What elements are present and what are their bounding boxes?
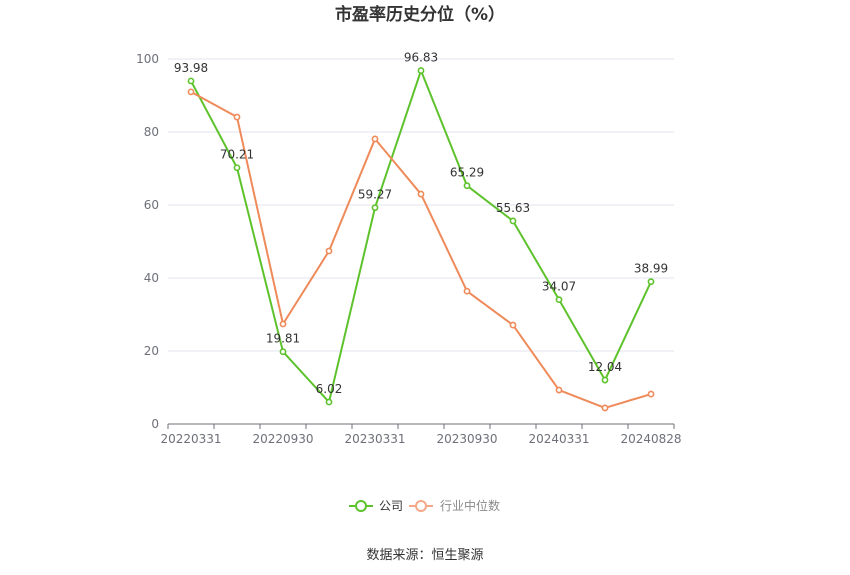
y-tick-label: 80: [144, 125, 159, 139]
series-0-point[interactable]: [279, 348, 287, 356]
series-1-point[interactable]: [509, 321, 517, 329]
series-1-point[interactable]: [647, 390, 655, 398]
y-tick-label: 0: [151, 417, 159, 431]
series-0-point[interactable]: [233, 164, 241, 172]
series-layer: [187, 67, 655, 412]
series-0-point[interactable]: [325, 398, 333, 406]
legend-circle-icon: [355, 500, 367, 512]
series-1-point[interactable]: [279, 320, 287, 328]
series-0-data-label: 96.83: [404, 51, 438, 65]
y-tick-label: 40: [144, 271, 159, 285]
y-tick-label: 20: [144, 344, 159, 358]
y-tick-label: 100: [136, 52, 159, 66]
series-0-data-label: 12.04: [588, 360, 622, 374]
chart-title: 市盈率历史分位（%）: [335, 4, 505, 25]
series-0-data-label: 55.63: [496, 201, 530, 215]
series-0-point[interactable]: [555, 296, 563, 304]
x-tick-label: 20220930: [252, 432, 313, 446]
legend-circle-icon: [415, 500, 427, 512]
data-source-note: 数据来源：恒生聚源: [366, 548, 483, 563]
series-0-data-label: 93.98: [174, 61, 208, 75]
legend: 公司 行业中位数: [349, 498, 500, 513]
y-tick-label: 60: [144, 198, 159, 212]
grid-lines: [168, 58, 674, 352]
legend-label-industry-median: 行业中位数: [440, 498, 500, 513]
series-line-1: [190, 90, 652, 409]
legend-item-company[interactable]: 公司: [349, 499, 403, 513]
series-1-point[interactable]: [417, 190, 425, 198]
x-tick-label: 20240331: [528, 432, 589, 446]
data-labels: 93.98 70.21 19.81 6.02 59.27 96.83 65.29 55.63 3…: [174, 51, 668, 396]
x-tick-label: 20240828: [620, 432, 681, 446]
series-1-point[interactable]: [463, 287, 471, 295]
x-tick-label: 20220331: [160, 432, 221, 446]
series-0-data-label: 19.81: [266, 332, 300, 346]
x-tick-label: 20230930: [436, 432, 497, 446]
series-1-point[interactable]: [371, 135, 379, 143]
legend-label-company: 公司: [379, 499, 403, 513]
series-line-0: [190, 69, 652, 404]
series-1-point[interactable]: [555, 386, 563, 394]
series-0-data-label: 70.21: [220, 148, 254, 162]
series-1-point[interactable]: [233, 113, 241, 121]
series-0-data-label: 38.99: [634, 262, 668, 276]
series-0-data-label: 59.27: [358, 188, 392, 202]
series-0-point[interactable]: [187, 77, 195, 85]
series-0-point[interactable]: [463, 182, 471, 190]
series-0-data-label: 34.07: [542, 280, 576, 294]
series-1-point[interactable]: [187, 88, 195, 96]
series-0-point[interactable]: [417, 67, 425, 74]
series-0-point[interactable]: [601, 376, 609, 384]
legend-item-industry-median[interactable]: 行业中位数: [409, 498, 500, 513]
series-0-point[interactable]: [371, 204, 379, 212]
series-1-point[interactable]: [325, 247, 333, 255]
series-0-data-label: 65.29: [450, 166, 484, 180]
axes: 0 20 40 60 80 100 20220331 20220930 20230331 2023…: [136, 52, 681, 446]
series-1-point[interactable]: [601, 404, 609, 412]
series-0-point[interactable]: [509, 217, 517, 225]
series-0-point[interactable]: [647, 278, 655, 286]
series-0-data-label: 6.02: [316, 382, 343, 396]
x-tick-label: 20230331: [344, 432, 405, 446]
